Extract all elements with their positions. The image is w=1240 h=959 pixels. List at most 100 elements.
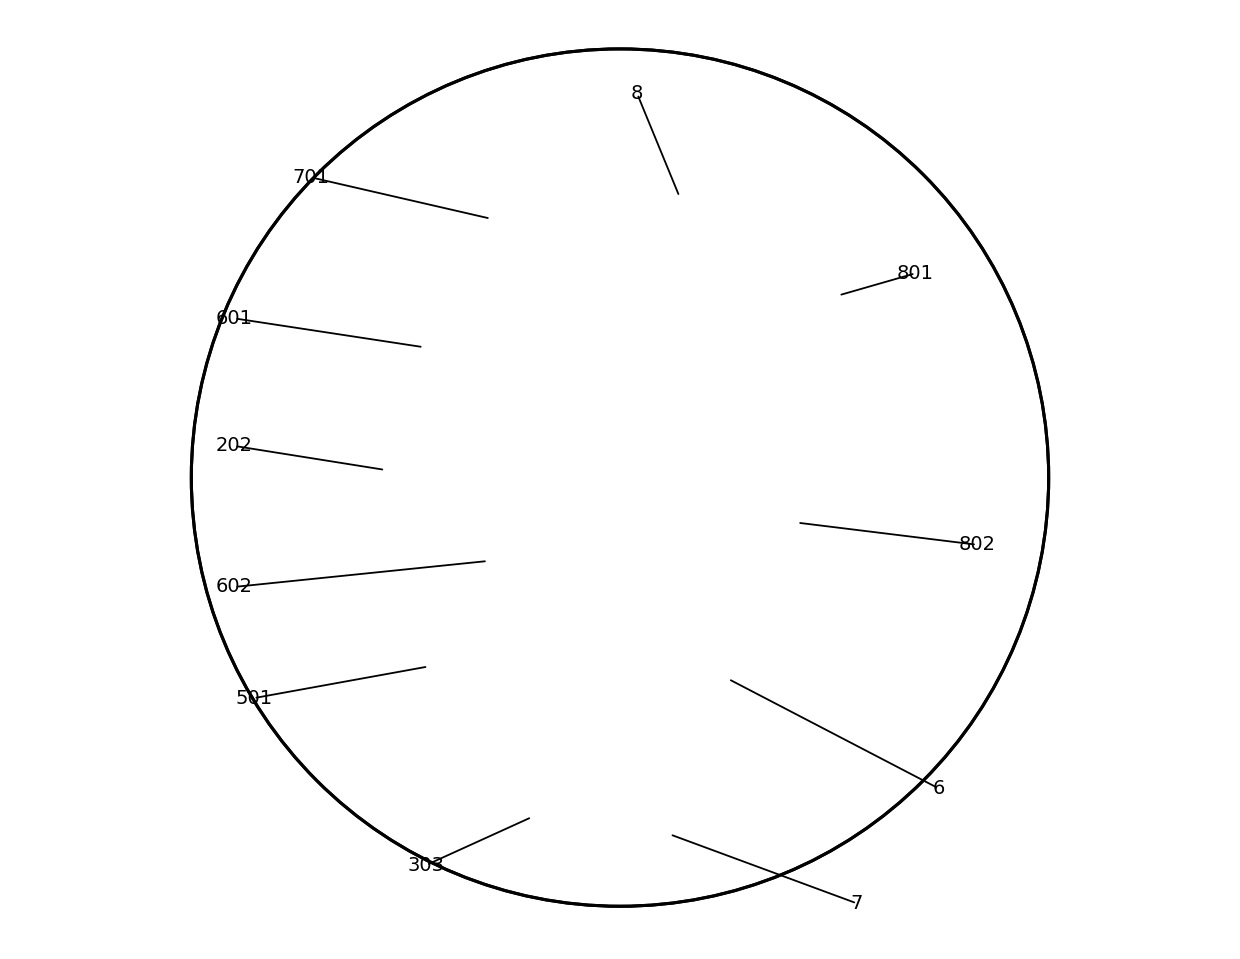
- Bar: [598, 464, 640, 518]
- Polygon shape: [775, 279, 790, 287]
- Bar: [646, 364, 652, 854]
- Polygon shape: [765, 247, 776, 254]
- Polygon shape: [816, 243, 830, 249]
- Polygon shape: [327, 247, 507, 804]
- Ellipse shape: [596, 194, 817, 305]
- Polygon shape: [764, 254, 773, 261]
- Polygon shape: [337, 481, 386, 489]
- Polygon shape: [909, 254, 918, 261]
- Polygon shape: [859, 224, 874, 230]
- Bar: [552, 230, 569, 854]
- Bar: [630, 326, 692, 364]
- Text: 303: 303: [408, 855, 445, 875]
- Polygon shape: [314, 58, 926, 451]
- Polygon shape: [683, 195, 699, 200]
- Polygon shape: [588, 229, 604, 237]
- Polygon shape: [337, 453, 382, 460]
- Polygon shape: [899, 241, 913, 248]
- Polygon shape: [584, 222, 830, 305]
- Polygon shape: [882, 230, 898, 238]
- Polygon shape: [892, 279, 905, 287]
- Polygon shape: [327, 206, 620, 372]
- Text: 601: 601: [216, 309, 253, 328]
- Polygon shape: [786, 212, 806, 221]
- Text: 701: 701: [293, 168, 330, 187]
- Polygon shape: [813, 255, 828, 263]
- Bar: [605, 441, 769, 527]
- Polygon shape: [653, 197, 672, 204]
- Polygon shape: [337, 366, 348, 391]
- Polygon shape: [593, 268, 610, 276]
- Polygon shape: [698, 299, 714, 304]
- Ellipse shape: [771, 226, 910, 295]
- Polygon shape: [727, 296, 744, 304]
- Polygon shape: [816, 249, 830, 256]
- Polygon shape: [616, 283, 636, 292]
- Polygon shape: [332, 249, 366, 510]
- Bar: [510, 230, 523, 854]
- Polygon shape: [753, 199, 773, 207]
- Polygon shape: [332, 489, 510, 510]
- Polygon shape: [769, 273, 782, 281]
- Polygon shape: [337, 453, 348, 478]
- Polygon shape: [314, 307, 620, 839]
- Polygon shape: [909, 261, 918, 268]
- Polygon shape: [327, 214, 926, 384]
- Text: 501: 501: [236, 689, 273, 708]
- Polygon shape: [820, 222, 835, 227]
- Polygon shape: [630, 316, 707, 326]
- Polygon shape: [608, 212, 626, 221]
- Polygon shape: [641, 292, 660, 299]
- Polygon shape: [796, 217, 813, 225]
- Ellipse shape: [813, 346, 848, 362]
- Polygon shape: [806, 224, 822, 230]
- Polygon shape: [683, 298, 699, 304]
- Polygon shape: [337, 424, 379, 432]
- Ellipse shape: [598, 509, 640, 526]
- Polygon shape: [727, 195, 744, 202]
- Polygon shape: [599, 273, 618, 282]
- Text: 602: 602: [216, 577, 253, 596]
- Polygon shape: [740, 294, 759, 302]
- Polygon shape: [808, 262, 825, 269]
- Bar: [523, 230, 533, 854]
- Polygon shape: [847, 222, 862, 227]
- Polygon shape: [608, 278, 626, 287]
- Polygon shape: [795, 289, 810, 295]
- Polygon shape: [584, 249, 596, 256]
- Polygon shape: [804, 268, 821, 276]
- Polygon shape: [804, 222, 821, 231]
- Polygon shape: [698, 195, 714, 199]
- Polygon shape: [859, 292, 874, 297]
- Polygon shape: [808, 229, 825, 237]
- Bar: [810, 301, 852, 373]
- Polygon shape: [753, 292, 773, 299]
- Ellipse shape: [740, 541, 782, 552]
- Polygon shape: [584, 243, 596, 249]
- Text: 802: 802: [959, 535, 996, 554]
- Polygon shape: [776, 207, 796, 216]
- Bar: [533, 230, 546, 854]
- Polygon shape: [776, 283, 796, 292]
- Ellipse shape: [744, 542, 779, 551]
- Bar: [580, 230, 588, 854]
- Bar: [744, 547, 779, 573]
- Polygon shape: [769, 241, 782, 248]
- Polygon shape: [584, 236, 599, 244]
- Polygon shape: [740, 197, 759, 204]
- Text: 202: 202: [216, 436, 253, 456]
- Polygon shape: [796, 273, 813, 282]
- Ellipse shape: [688, 241, 724, 258]
- Polygon shape: [775, 235, 790, 243]
- Polygon shape: [645, 775, 675, 817]
- Polygon shape: [668, 296, 686, 304]
- Polygon shape: [332, 249, 476, 489]
- Polygon shape: [605, 428, 790, 441]
- PathPatch shape: [140, 0, 1100, 959]
- Polygon shape: [314, 451, 926, 901]
- Polygon shape: [692, 316, 707, 364]
- Polygon shape: [337, 338, 371, 345]
- Polygon shape: [899, 273, 913, 281]
- Bar: [604, 230, 608, 854]
- Text: 7: 7: [851, 894, 863, 913]
